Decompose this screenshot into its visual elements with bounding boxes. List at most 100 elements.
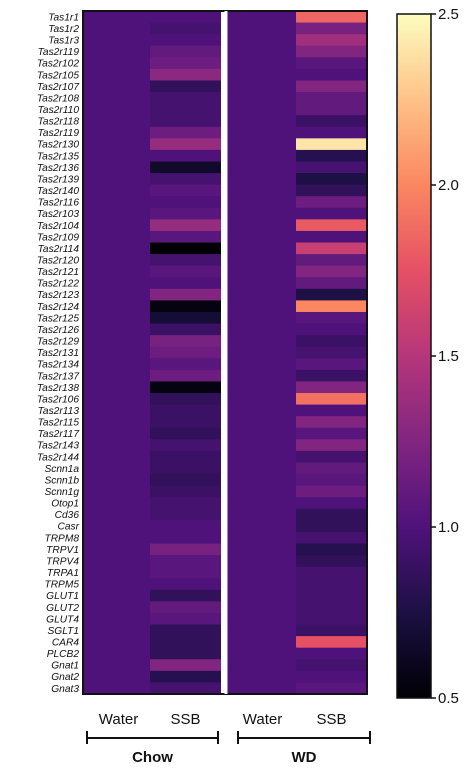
heatmap-cell: [150, 230, 221, 244]
gene-label: PLCB2: [47, 649, 80, 660]
gene-label: Tas2r144: [37, 452, 79, 463]
heatmap-cell: [83, 531, 154, 545]
colorbar-tick-label: 0.5: [438, 690, 459, 707]
heatmap-cell: [227, 578, 298, 591]
heatmap-cell: [83, 22, 154, 35]
heatmap-cell: [227, 497, 298, 510]
heatmap-cell: [227, 184, 298, 197]
heatmap-cell: [296, 184, 367, 197]
heatmap-cell: [83, 138, 154, 151]
heatmap-cell: [296, 22, 367, 35]
heatmap-cell: [83, 462, 154, 475]
heatmap-cell: [83, 254, 154, 267]
heatmap-cell: [296, 138, 367, 151]
heatmap-cell: [296, 670, 367, 684]
heatmap-cell: [150, 11, 221, 24]
heatmap-cell: [227, 196, 298, 209]
heatmap-cell: [227, 103, 298, 116]
heatmap-cell: [296, 474, 367, 487]
heatmap-cell: [227, 601, 298, 614]
gene-label: Tas2r131: [37, 348, 79, 359]
heatmap-cell: [83, 161, 154, 174]
heatmap-cell: [227, 358, 298, 371]
heatmap-cell: [83, 115, 154, 128]
gene-label: Tas2r135: [37, 151, 79, 162]
heatmap-cell: [296, 92, 367, 105]
gene-label: Tas1r2: [48, 24, 79, 35]
heatmap-cell: [150, 22, 221, 35]
gene-label: Tas2r140: [37, 186, 79, 197]
heatmap-cell: [150, 462, 221, 475]
heatmap-cell: [83, 624, 154, 637]
gene-label: Tas2r136: [37, 163, 79, 174]
heatmap-cell: [83, 311, 154, 325]
heatmap-cell: [296, 323, 367, 336]
heatmap-cell: [296, 335, 367, 348]
heatmap-cell: [150, 207, 221, 220]
heatmap-cell: [296, 126, 367, 139]
heatmap-cell: [296, 531, 367, 545]
heatmap-cell: [150, 427, 221, 440]
group-bracket: [237, 731, 371, 744]
heatmap-cell: [83, 647, 154, 660]
heatmap-cell: [83, 566, 154, 579]
gene-label: Tas2r130: [37, 140, 79, 151]
heatmap-cell: [83, 288, 154, 302]
heatmap-cell: [150, 335, 221, 348]
heatmap-cell: [150, 624, 221, 637]
heatmap-cell: [83, 659, 154, 672]
gene-label: Gnat1: [51, 661, 79, 672]
gene-label: Tas2r143: [37, 441, 79, 452]
heatmap-cell: [83, 242, 154, 255]
heatmap-cell: [83, 497, 154, 510]
heatmap-cell: [227, 450, 298, 464]
heatmap-cell: [150, 485, 221, 498]
heatmap-cell: [83, 103, 154, 116]
heatmap-cell: [227, 381, 298, 394]
heatmap-cell: [296, 624, 367, 637]
heatmap-cell: [150, 543, 221, 556]
heatmap-cell: [150, 404, 221, 417]
column-label: Water: [243, 711, 282, 728]
heatmap-cell: [83, 601, 154, 614]
gene-label: Tas2r117: [38, 429, 80, 440]
heatmap-cell: [227, 161, 298, 174]
gene-label: Tas2r119: [38, 128, 80, 139]
heatmap-cell: [296, 68, 367, 82]
heatmap-cell: [150, 311, 221, 325]
heatmap-cell: [227, 543, 298, 556]
heatmap-cell: [296, 416, 367, 429]
heatmap-cell: [150, 346, 221, 359]
heatmap-cell: [296, 647, 367, 660]
heatmap-cell: [227, 115, 298, 128]
heatmap-cell: [83, 68, 154, 82]
heatmap-cell: [227, 636, 298, 649]
heatmap-cell: [296, 508, 367, 521]
heatmap-cell: [83, 277, 154, 290]
heatmap-cell: [83, 34, 154, 47]
heatmap-cell: [83, 219, 154, 232]
heatmap-cell: [227, 427, 298, 440]
group-label: Chow: [132, 749, 173, 766]
heatmap-cell: [296, 636, 367, 649]
heatmap-cell: [150, 115, 221, 128]
heatmap-cell: [150, 68, 221, 82]
heatmap-cell: [150, 612, 221, 626]
heatmap-cell: [227, 219, 298, 232]
gene-label: Tas2r118: [38, 117, 80, 128]
heatmap-cell: [296, 11, 367, 24]
heatmap-cell: [83, 612, 154, 626]
heatmap-cell: [83, 173, 154, 186]
gene-label: Tas2r121: [37, 267, 79, 278]
gene-label: Gnat2: [51, 672, 79, 683]
heatmap-cell: [296, 497, 367, 510]
heatmap-cell: [227, 80, 298, 93]
gene-label: Scnn1b: [44, 475, 79, 486]
gene-label: Tas2r137: [37, 371, 79, 382]
heatmap-cell: [150, 566, 221, 579]
heatmap-cell: [150, 369, 221, 383]
heatmap-cell: [150, 555, 221, 568]
colorbar: 0.5 1.0 1.5 2.0 2.5: [396, 6, 459, 707]
heatmap-cell: [83, 636, 154, 649]
